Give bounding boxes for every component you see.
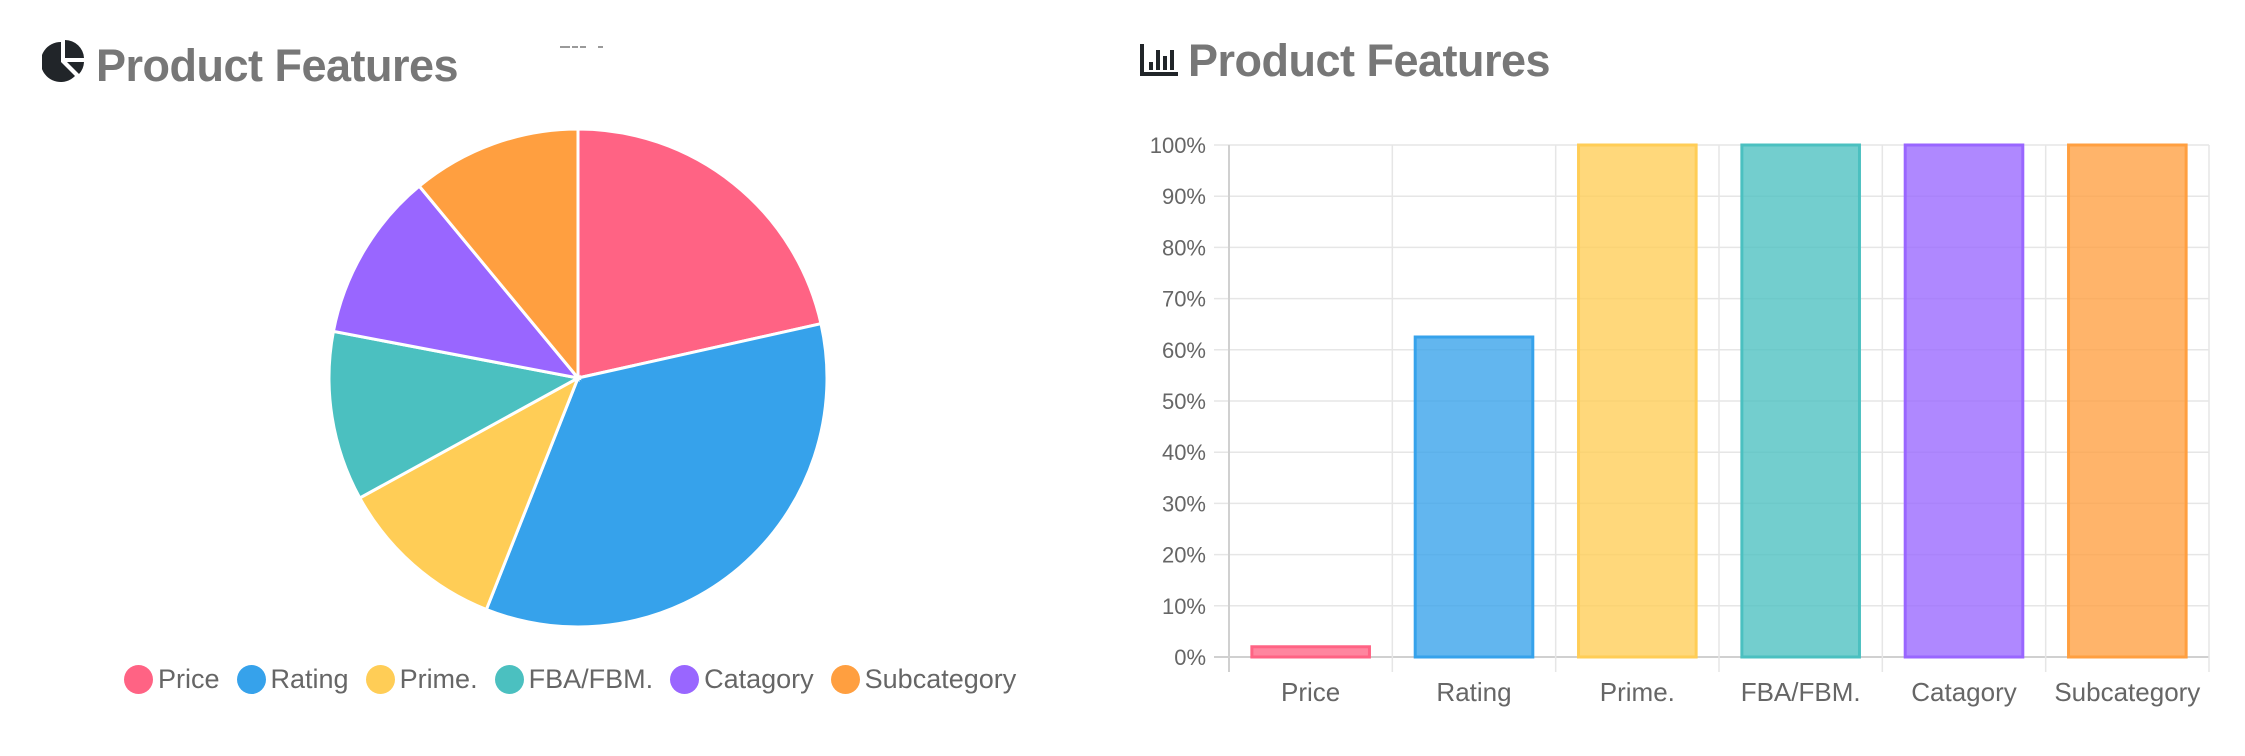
bar-catagory[interactable] [1903, 143, 2025, 659]
y-tick-label: 60% [1162, 338, 1206, 363]
pie-chart-legend: Price Rating Prime. FBA/FBM. Catagory Su… [124, 664, 1033, 695]
x-tick-label: Subcategory [2054, 677, 2200, 707]
bar-chart: 0% 10% 20% 30% 40% 50% 60% 70% 80% 90% 100% Price Ra… [1150, 133, 2210, 707]
legend-label: Price [158, 664, 220, 694]
pie-chart-panel: Product Features Price Rating Prime. FBA… [0, 0, 1100, 756]
pie-chart-title-text: Product Features [96, 39, 459, 91]
pie-chart-icon [40, 38, 86, 93]
bar-chart-panel: Product Features 0% 10% 20% 30% 40% 50% 60% 70%… [1100, 0, 2245, 756]
clipped-text-artifact [560, 46, 604, 49]
y-tick-label: 50% [1162, 389, 1206, 414]
legend-dot-icon [830, 665, 860, 694]
y-tick-label: 20% [1162, 543, 1206, 568]
y-tick-label: 70% [1162, 287, 1206, 312]
legend-dot-icon [124, 665, 153, 694]
bar-subcategory[interactable] [2067, 143, 2188, 659]
pie-slice-fba-fbm[interactable] [327, 329, 583, 500]
pie-slice-price[interactable] [576, 127, 823, 380]
bar-fba-fbm[interactable] [1740, 143, 1861, 659]
x-tick-label: Rating [1436, 677, 1511, 707]
y-tick-label: 90% [1162, 184, 1206, 209]
bar-prime[interactable] [1577, 143, 1698, 659]
legend-item-subcategory[interactable]: Subcategory [830, 664, 1017, 695]
x-tick-label: Catagory [1911, 677, 2017, 707]
bar-chart-title-text: Product Features [1188, 35, 1551, 86]
legend-dot-icon [670, 665, 700, 694]
y-tick-label: 10% [1162, 594, 1206, 619]
legend-label: Prime. [399, 664, 478, 694]
bar-price[interactable] [1250, 645, 1371, 659]
pie-slice-catagory[interactable] [331, 184, 582, 381]
bar-chart-title: Product Features [1140, 35, 1551, 87]
pie-slice-rating[interactable] [484, 321, 829, 629]
legend-label: Subcategory [864, 664, 1017, 694]
pie-slice-subcategory[interactable] [417, 127, 580, 383]
x-tick-label: Prime. [1600, 677, 1675, 707]
y-tick-label: 80% [1162, 235, 1206, 260]
legend-item-category[interactable]: Catagory [670, 664, 814, 695]
legend-label: Rating [270, 664, 349, 694]
pie-chart [327, 127, 829, 629]
x-tick-label: FBA/FBM. [1741, 677, 1861, 707]
bar-chart-icon [1140, 35, 1180, 87]
y-tick-label: 30% [1162, 491, 1206, 516]
pie-chart-title: Product Features [40, 38, 459, 93]
legend-item-fba-fbm[interactable]: FBA/FBM. [494, 664, 654, 695]
y-tick-label: 0% [1174, 645, 1206, 670]
legend-dot-icon [365, 665, 395, 694]
legend-dot-icon [236, 665, 266, 694]
x-tick-label: Price [1281, 677, 1340, 707]
legend-item-rating[interactable]: Rating [236, 664, 349, 695]
y-tick-label: 40% [1162, 440, 1206, 465]
pie-slice-prime[interactable] [357, 374, 581, 612]
bar-rating[interactable] [1413, 335, 1535, 659]
legend-item-prime[interactable]: Prime. [365, 664, 478, 695]
legend-dot-icon [494, 665, 524, 694]
legend-label: FBA/FBM. [528, 664, 654, 694]
legend-item-price[interactable]: Price [124, 664, 220, 695]
legend-label: Catagory [704, 664, 814, 694]
y-tick-label: 100% [1150, 133, 1206, 158]
